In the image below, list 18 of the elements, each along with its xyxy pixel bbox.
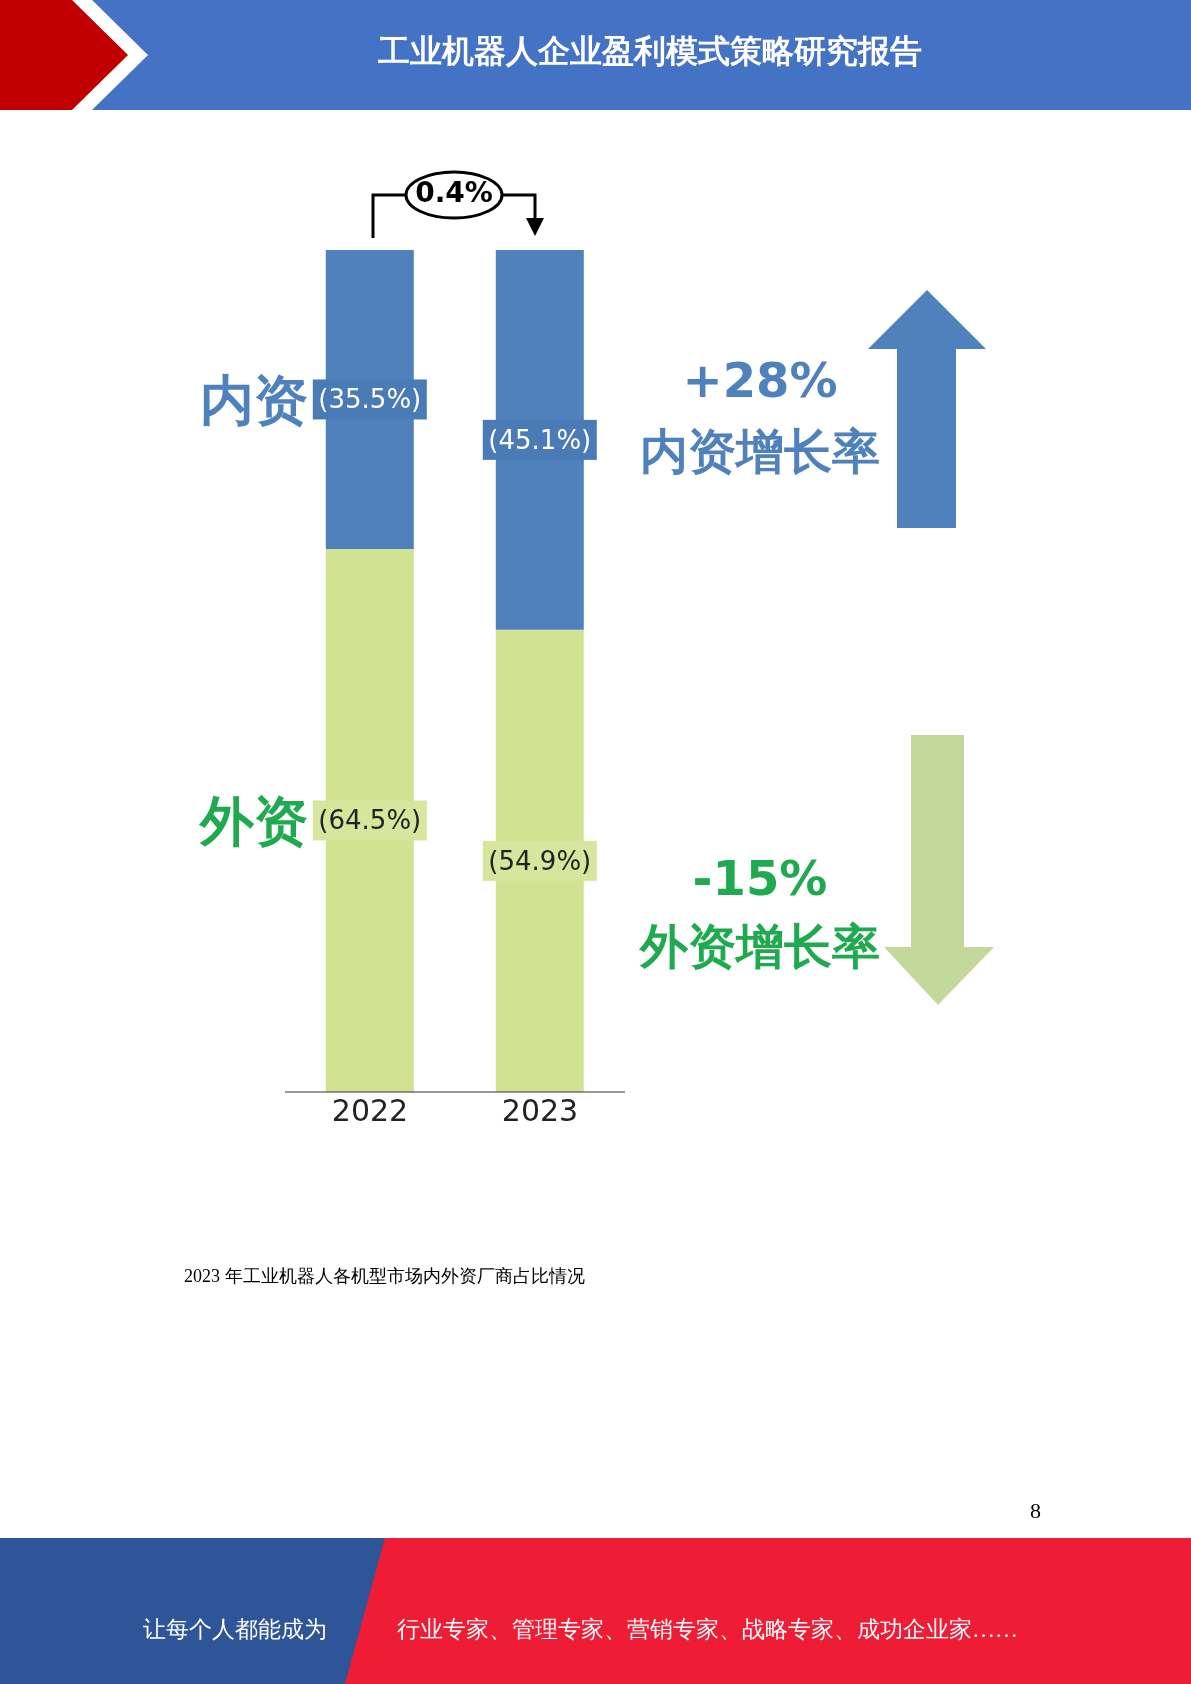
legend-label: 外资 [197,790,308,854]
text: 8 [1030,1498,1041,1524]
legend-label: 内资 [199,369,308,433]
chart-title: 工业机器人企业盈利模式策略研究报告 [377,31,923,72]
text: +28% [681,352,839,408]
text: 让每个人都能成为 [143,1616,327,1644]
x-tick-label: 2023 [501,1093,579,1129]
data-label: (64.5%) [318,805,422,836]
text: 行业专家、管理专家、营销专家、战略专家、成功企业家…… [397,1616,1018,1644]
text: 0.4% [414,176,494,209]
data-label: (35.5%) [318,384,422,415]
x-tick-label: 2022 [331,1093,409,1129]
text: -15% [691,850,829,906]
data-label: (54.9%) [488,845,592,876]
text: 外资增长率 [638,917,881,976]
text: 2023 年工业机器人各机型市场内外资厂商占比情况 [184,1265,585,1288]
data-label: (45.1%) [488,424,592,455]
text: 内资增长率 [639,422,881,481]
